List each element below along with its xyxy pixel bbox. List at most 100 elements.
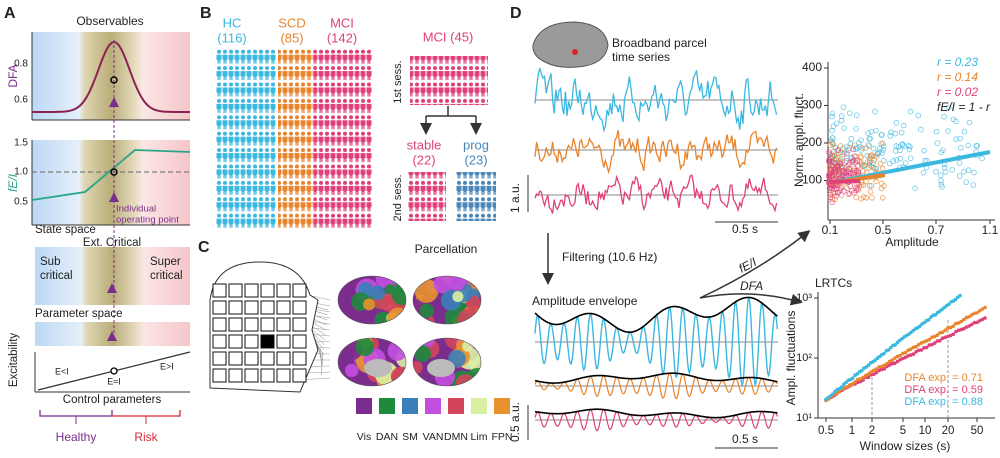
sensor xyxy=(212,351,227,366)
scatter-point xyxy=(966,119,973,126)
parcel xyxy=(392,276,406,287)
scatter-point xyxy=(827,191,833,198)
scatter-point xyxy=(829,199,836,206)
lrtc-point xyxy=(898,353,902,358)
axis-label: DFA xyxy=(6,64,20,87)
label: (23) xyxy=(464,152,487,167)
brainstem xyxy=(364,359,392,377)
parcel xyxy=(370,285,386,301)
scatter-point xyxy=(872,108,878,115)
scatter-point xyxy=(970,182,977,188)
lrtc-point xyxy=(830,392,835,397)
lrtc-point xyxy=(871,372,876,377)
scatter-point xyxy=(829,110,836,116)
lrtc-point xyxy=(972,311,977,316)
lrtc-point xyxy=(962,317,966,322)
scatter-point xyxy=(850,170,856,177)
lrtc-point xyxy=(914,350,918,354)
lrtc-point xyxy=(858,377,863,381)
scatter-point xyxy=(841,125,847,131)
mesh xyxy=(317,343,323,366)
lrtc-point xyxy=(927,337,932,342)
tick-label: 20 xyxy=(942,425,955,437)
scatter-point xyxy=(854,157,860,164)
scatter-point xyxy=(847,183,854,189)
scatter-point xyxy=(939,184,945,190)
scatter-point xyxy=(826,159,833,166)
tick-label: 10³ xyxy=(796,292,812,304)
label: 0.5 s xyxy=(732,222,758,236)
lrtc-point xyxy=(922,346,926,350)
tick-label: 10² xyxy=(796,352,812,364)
scatter-point xyxy=(851,153,858,159)
sensor xyxy=(276,300,291,315)
scatter-point xyxy=(897,155,904,162)
chart-title: LRTCs xyxy=(815,276,852,290)
brainstem xyxy=(427,359,455,377)
scatter-point xyxy=(890,158,897,164)
sensor xyxy=(260,334,275,349)
lrtc-point xyxy=(886,348,891,352)
scatter-point xyxy=(858,160,865,166)
scatter-point xyxy=(901,143,908,149)
tick-label: 100 xyxy=(802,173,822,187)
lrtc-point xyxy=(866,363,871,368)
tick-label: 0.5 xyxy=(818,425,834,437)
scatter-point xyxy=(941,165,948,171)
scatter-point xyxy=(855,185,861,192)
tick-label: 1.1 xyxy=(982,223,999,237)
lrtc-point xyxy=(890,361,895,366)
scatter-point xyxy=(827,184,834,191)
scatter-point xyxy=(860,194,867,200)
scatter-point xyxy=(877,146,883,152)
scatter-point xyxy=(850,157,857,164)
arrow xyxy=(699,230,811,299)
sensor xyxy=(292,300,307,315)
scatter-point xyxy=(851,189,857,196)
group-icons xyxy=(408,172,446,221)
fit-line xyxy=(828,179,861,184)
lrtc-point xyxy=(980,307,985,311)
scatter-point xyxy=(865,130,872,136)
lrtc-point xyxy=(893,356,897,360)
legend-label: DAN xyxy=(376,431,398,443)
legend-swatch xyxy=(425,398,441,414)
scatter-point xyxy=(958,144,964,151)
legend-swatch xyxy=(494,398,510,414)
scatter-point xyxy=(829,113,835,120)
scatter-point xyxy=(849,159,855,165)
scatter-point xyxy=(830,123,837,129)
group-icons xyxy=(410,56,488,105)
scatter-point xyxy=(870,145,877,152)
scatter-point xyxy=(840,188,847,194)
axis-label: fE/I xyxy=(6,173,20,192)
scatter-point xyxy=(841,169,848,176)
parcel xyxy=(391,370,406,385)
scatter-point xyxy=(957,135,963,142)
legend-label: Lim xyxy=(471,431,488,443)
sensor xyxy=(292,351,307,366)
fei-curve xyxy=(31,149,191,201)
tick-label: 0.5 xyxy=(875,223,892,237)
lrtc-point xyxy=(983,305,987,310)
lrtc-point xyxy=(882,367,887,371)
lrtc-point xyxy=(895,359,900,364)
scatter-point xyxy=(868,183,875,189)
parcel xyxy=(462,340,474,352)
group-icons xyxy=(314,48,372,228)
tick-label: 10 xyxy=(919,425,932,437)
scatter-point xyxy=(858,147,864,153)
lrtc-point xyxy=(951,324,955,329)
label: stable xyxy=(407,137,442,152)
parcel xyxy=(338,313,346,324)
scatter-point xyxy=(859,145,866,152)
scatter-point xyxy=(934,140,941,146)
operating-point xyxy=(110,168,118,176)
parcel xyxy=(467,276,481,288)
lrtc-point xyxy=(882,351,886,356)
legend-swatch xyxy=(356,398,372,414)
scatter-point xyxy=(887,133,894,139)
label: 1 a.u. xyxy=(508,183,522,213)
lrtc-point xyxy=(851,376,855,380)
